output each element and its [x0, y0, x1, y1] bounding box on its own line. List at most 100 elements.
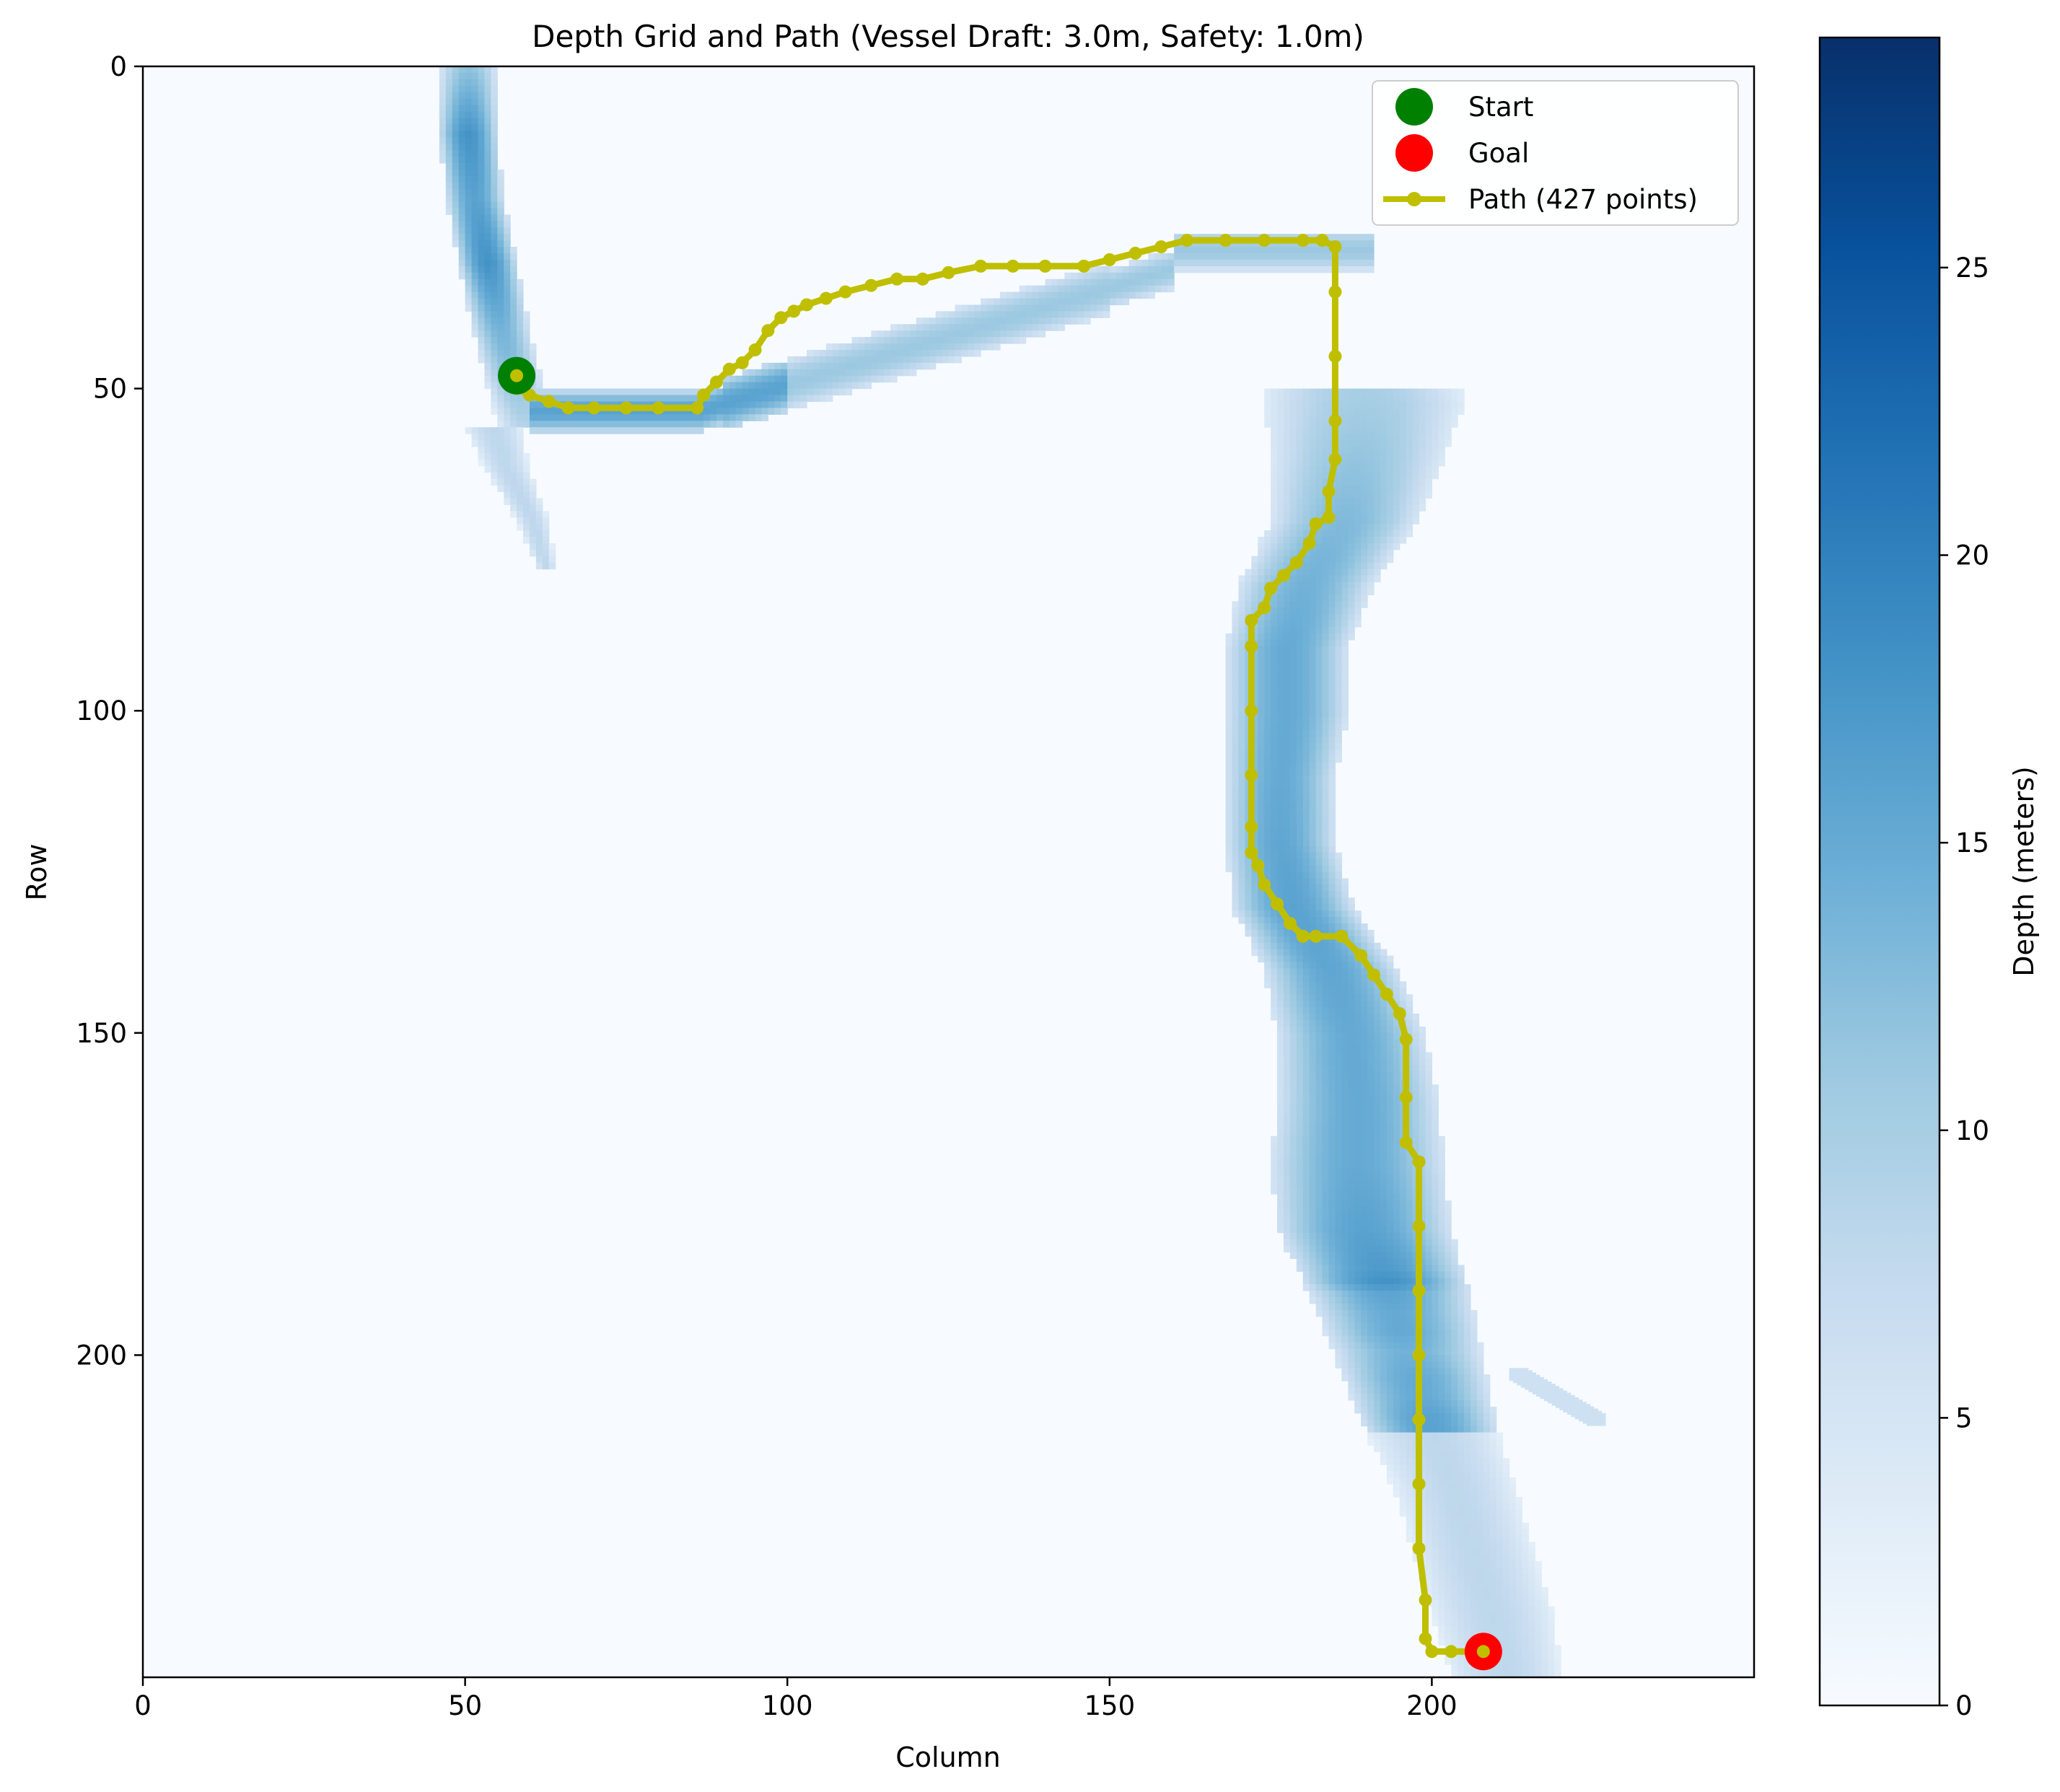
depth-cell-main-channel — [1438, 1445, 1445, 1452]
depth-cell-main-channel — [1380, 388, 1388, 396]
depth-cell-main-channel — [1451, 1542, 1458, 1549]
depth-cell-main-channel — [1348, 1271, 1355, 1278]
depth-cell-main-channel — [1367, 414, 1375, 421]
depth-cell-main-channel — [1496, 1522, 1504, 1530]
depth-cell-main-channel — [1302, 491, 1310, 499]
depth-cell-main-channel — [1258, 794, 1265, 801]
depth-cell-north-channel — [484, 98, 491, 106]
depth-cell-main-channel — [1393, 1181, 1401, 1188]
depth-cell-main-channel — [1309, 704, 1317, 711]
depth-cell-main-channel — [1271, 724, 1278, 731]
depth-cell-main-channel — [1238, 581, 1245, 589]
depth-cell-main-channel — [1361, 1355, 1368, 1362]
depth-cell-main-channel — [1367, 549, 1375, 557]
depth-cell-main-channel — [1419, 452, 1426, 460]
depth-cell-side-channel — [522, 511, 530, 518]
depth-cell-north-channel — [497, 175, 504, 183]
depth-cell-main-channel — [1445, 1322, 1452, 1330]
depth-cell-main-channel — [1264, 788, 1271, 795]
depth-cell-main-channel — [1289, 1007, 1297, 1014]
depth-cell-main-channel — [1451, 1316, 1458, 1324]
depth-cell-main-channel — [1302, 672, 1310, 680]
depth-cell-main-channel — [1225, 672, 1233, 680]
depth-cell-main-channel — [1309, 1219, 1317, 1227]
depth-cell-main-channel — [1458, 1548, 1465, 1555]
depth-cell-main-channel — [1264, 858, 1271, 866]
depth-cell-main-channel — [1296, 408, 1304, 415]
depth-cell-main-channel — [1419, 1387, 1426, 1394]
depth-cell-main-channel — [1348, 562, 1355, 570]
depth-cell-main-channel — [1277, 581, 1284, 589]
depth-cell-main-channel — [1380, 549, 1388, 557]
depth-cell-main-channel — [1341, 1110, 1349, 1117]
depth-cell-side-channel — [484, 446, 491, 454]
depth-cell-main-channel — [1438, 1484, 1445, 1491]
depth-cell-main-channel — [1399, 408, 1407, 415]
depth-cell-main-channel — [1554, 1651, 1561, 1659]
depth-cell-main-channel — [1483, 1568, 1491, 1575]
depth-cell-main-channel — [1361, 517, 1368, 524]
depth-cell-main-channel — [1302, 1110, 1310, 1117]
depth-cell-main-channel — [1348, 594, 1355, 602]
depth-cell-main-channel — [1361, 1335, 1368, 1343]
depth-cell-main-channel — [1289, 543, 1297, 550]
depth-cell-main-channel — [1341, 639, 1349, 647]
depth-cell-main-channel — [1309, 620, 1317, 628]
depth-cell-main-channel — [1283, 646, 1291, 654]
depth-cell-main-channel — [1335, 639, 1342, 647]
depth-cell-main-channel — [1483, 1574, 1491, 1581]
depth-cell-main-channel — [1393, 1303, 1401, 1311]
depth-cell-side-channel — [517, 491, 524, 499]
depth-cell-main-channel — [1335, 1181, 1342, 1188]
depth-cell-main-channel — [1322, 1045, 1330, 1053]
depth-cell-main-channel — [1522, 1625, 1529, 1633]
depth-cell-main-channel — [1509, 1535, 1517, 1543]
depth-cell-main-channel — [1258, 627, 1265, 634]
depth-cell-main-channel — [1283, 524, 1291, 531]
depth-cell-main-channel — [1283, 814, 1291, 821]
depth-cell-main-channel — [1522, 1593, 1529, 1601]
depth-cell-connecting-reach — [1174, 234, 1181, 241]
depth-cell-main-channel — [1554, 1658, 1561, 1665]
depth-cell-main-channel — [1464, 1503, 1471, 1511]
depth-cell-main-channel — [1367, 936, 1375, 944]
depth-cell-main-channel — [1335, 543, 1342, 550]
depth-cell-main-channel — [1464, 1464, 1471, 1472]
depth-cell-main-channel — [1380, 1445, 1388, 1452]
depth-cell-main-channel — [1238, 698, 1245, 705]
depth-cell-main-channel — [1438, 1348, 1445, 1356]
depth-cell-main-channel — [1406, 1419, 1413, 1427]
depth-cell-main-channel — [1438, 1471, 1445, 1478]
depth-cell-main-channel — [1315, 627, 1323, 634]
depth-cell-main-channel — [1380, 1123, 1388, 1130]
depth-cell-main-channel — [1348, 1239, 1355, 1247]
depth-cell-main-channel — [1419, 446, 1426, 454]
depth-cell-main-channel — [1315, 659, 1323, 667]
depth-cell-main-channel — [1496, 1451, 1504, 1459]
depth-cell-main-channel — [1341, 891, 1349, 898]
depth-cell-main-channel — [1348, 968, 1355, 976]
depth-cell-main-channel — [1289, 530, 1297, 537]
depth-cell-main-channel — [1302, 1187, 1310, 1195]
depth-cell-main-channel — [1296, 1045, 1304, 1053]
depth-cell-main-channel — [1380, 1245, 1388, 1253]
depth-cell-main-channel — [1289, 807, 1297, 814]
depth-cell-main-channel — [1277, 1071, 1284, 1079]
depth-cell-main-channel — [1296, 685, 1304, 693]
depth-cell-main-channel — [1309, 794, 1317, 801]
depth-cell-main-channel — [1283, 594, 1291, 602]
depth-cell-main-channel — [1432, 1335, 1439, 1343]
depth-cell-main-channel — [1341, 562, 1349, 570]
depth-cell-main-channel — [1328, 858, 1336, 866]
depth-cell-main-channel — [1328, 1058, 1336, 1066]
depth-cell-main-channel — [1535, 1612, 1542, 1620]
depth-cell-main-channel — [1393, 465, 1401, 473]
depth-cell-main-channel — [1393, 1136, 1401, 1143]
depth-cell-main-channel — [1380, 1271, 1388, 1278]
depth-cell-main-channel — [1283, 1104, 1291, 1111]
depth-cell-main-channel — [1489, 1599, 1497, 1607]
depth-cell-main-channel — [1386, 511, 1394, 518]
depth-cell-main-channel — [1328, 884, 1336, 892]
depth-cell-main-channel — [1277, 517, 1284, 524]
depth-cell-north-channel — [491, 150, 498, 157]
